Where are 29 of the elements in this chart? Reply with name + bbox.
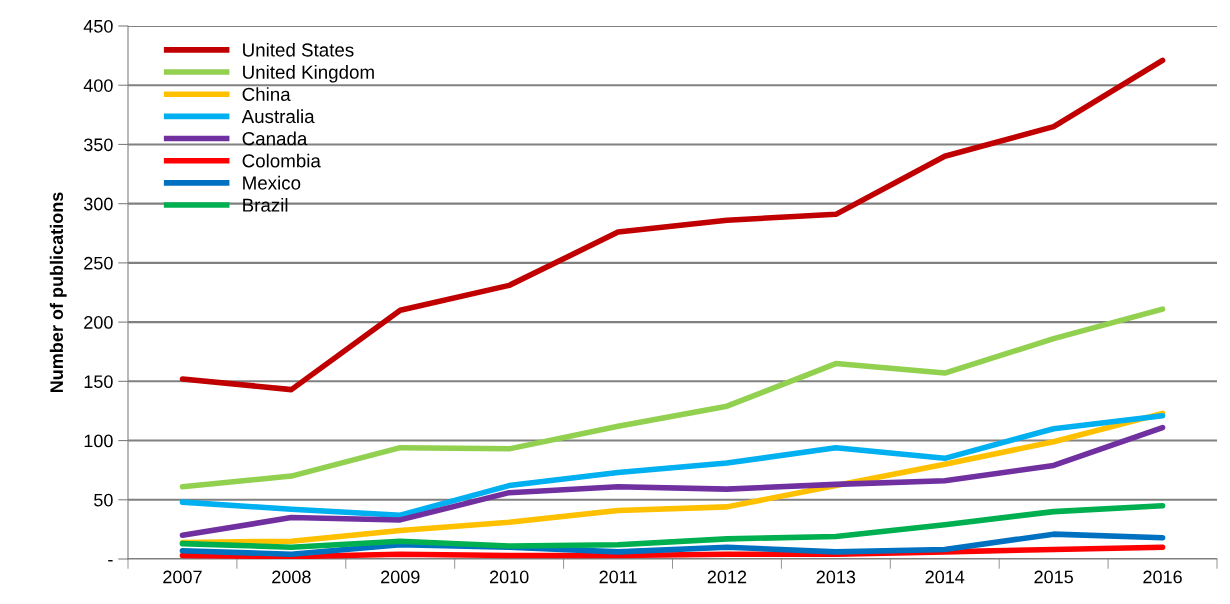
y-tick-label: 250: [84, 256, 113, 270]
legend-label: China: [242, 87, 291, 101]
x-tick-label: 2015: [1034, 570, 1073, 584]
x-tick-label: 2014: [925, 570, 965, 584]
y-tick-label: 400: [83, 79, 113, 92]
x-tick-label: 2010: [489, 570, 529, 584]
y-tick-label: 450: [83, 19, 113, 33]
legend-label: Colombia: [242, 153, 321, 168]
x-tick-label: 2011: [599, 570, 637, 584]
x-tick-label: 2016: [1143, 570, 1182, 584]
legend-label: Canada: [242, 131, 308, 146]
legend-label: Mexico: [243, 175, 301, 190]
y-tick-label: 50: [94, 493, 113, 507]
y-tick-label: 150: [84, 375, 113, 389]
x-tick-label: 2013: [816, 570, 856, 584]
y-tick-label: -: [108, 560, 113, 562]
x-tick-label: 2008: [272, 570, 311, 584]
legend-label: Brazil: [243, 198, 288, 212]
y-tick-label: 200: [84, 316, 113, 329]
y-tick-label: 100: [84, 434, 113, 448]
legend-label: Australia: [241, 109, 315, 124]
x-tick-label: 2007: [163, 570, 202, 584]
y-tick-label: 300: [83, 197, 113, 211]
legend-label: United Kingdom: [243, 65, 374, 83]
x-tick-label: 2009: [381, 570, 420, 584]
x-tick-label: 2012: [707, 570, 747, 584]
y-axis-title: Number of publications: [49, 192, 67, 393]
legend-label: United States: [243, 42, 354, 57]
y-tick-label: 350: [83, 138, 113, 152]
